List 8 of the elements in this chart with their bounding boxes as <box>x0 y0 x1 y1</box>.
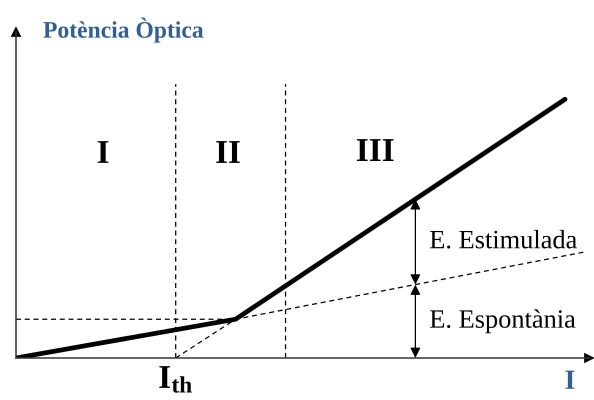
annotation: II <box>216 141 240 163</box>
annotation: E. Espontània <box>430 309 576 334</box>
y-axis-title: Potència Òptica <box>43 17 204 43</box>
annotation: E. Estimulada <box>430 230 577 249</box>
annotation: I <box>98 141 108 163</box>
x-axis-title: I <box>566 370 574 389</box>
text: I$_{th}$ <box>159 366 192 393</box>
annotation: III <box>356 139 394 161</box>
